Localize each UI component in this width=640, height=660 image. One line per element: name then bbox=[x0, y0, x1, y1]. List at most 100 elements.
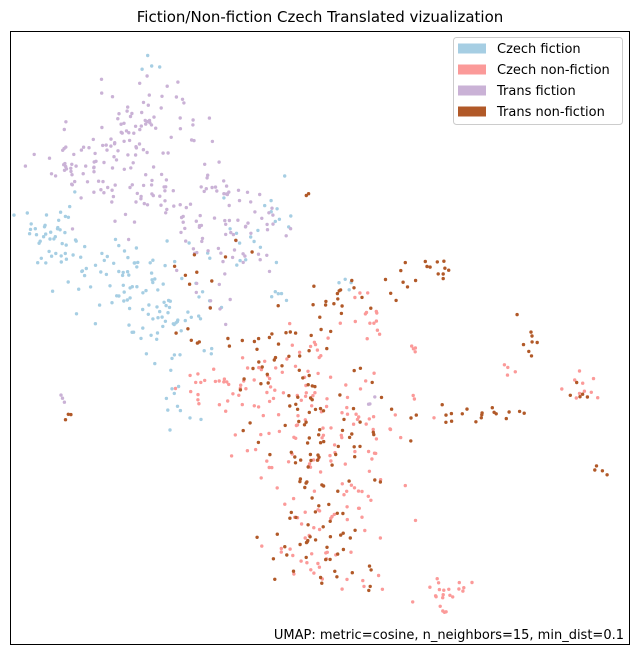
data-point bbox=[317, 433, 321, 437]
data-point bbox=[443, 266, 447, 270]
data-point bbox=[130, 330, 134, 334]
data-point bbox=[142, 201, 146, 206]
data-point bbox=[149, 183, 154, 187]
data-point bbox=[409, 416, 413, 420]
data-point bbox=[336, 297, 340, 301]
data-point bbox=[110, 188, 114, 192]
data-point bbox=[241, 428, 245, 433]
data-point bbox=[188, 416, 192, 420]
data-point bbox=[100, 251, 104, 256]
data-point bbox=[162, 300, 166, 304]
data-point bbox=[223, 272, 227, 276]
data-point bbox=[372, 321, 376, 325]
data-point bbox=[41, 235, 46, 239]
data-point bbox=[54, 251, 58, 256]
data-point bbox=[153, 277, 157, 281]
data-point bbox=[106, 185, 110, 190]
data-point bbox=[122, 139, 126, 143]
data-point bbox=[137, 142, 142, 146]
data-point bbox=[492, 410, 496, 414]
data-point bbox=[317, 504, 321, 508]
data-point bbox=[23, 164, 28, 168]
data-point bbox=[104, 272, 109, 277]
data-point bbox=[305, 561, 309, 565]
data-point bbox=[362, 584, 366, 589]
data-point bbox=[319, 327, 323, 332]
data-point bbox=[504, 416, 508, 421]
data-point bbox=[240, 356, 245, 360]
data-point bbox=[121, 270, 125, 275]
data-point bbox=[134, 200, 138, 204]
data-point bbox=[99, 188, 103, 192]
data-point bbox=[369, 568, 373, 572]
data-point bbox=[568, 393, 572, 397]
data-point bbox=[113, 237, 118, 242]
data-point bbox=[68, 204, 72, 209]
data-point bbox=[144, 352, 149, 356]
data-point bbox=[147, 118, 152, 123]
data-point bbox=[226, 336, 230, 341]
data-point bbox=[352, 486, 357, 490]
data-point bbox=[279, 291, 284, 296]
data-point bbox=[457, 587, 461, 591]
data-point bbox=[145, 74, 149, 78]
data-point bbox=[232, 248, 237, 252]
data-point bbox=[94, 159, 98, 163]
data-point bbox=[69, 412, 73, 417]
data-point bbox=[308, 535, 312, 539]
data-point bbox=[345, 395, 350, 400]
data-point bbox=[64, 243, 68, 247]
data-point bbox=[353, 295, 357, 300]
data-point bbox=[600, 469, 605, 473]
data-point bbox=[92, 166, 96, 170]
data-point bbox=[64, 167, 69, 171]
data-point bbox=[368, 321, 372, 325]
data-point bbox=[151, 165, 156, 169]
data-point bbox=[354, 412, 358, 416]
data-point bbox=[444, 413, 448, 417]
data-point bbox=[246, 221, 250, 225]
data-point bbox=[298, 479, 302, 484]
legend-swatch bbox=[458, 43, 486, 54]
data-point bbox=[373, 395, 377, 399]
data-point bbox=[113, 141, 117, 145]
data-point bbox=[594, 464, 599, 468]
data-point bbox=[173, 259, 177, 264]
data-point bbox=[102, 258, 107, 263]
data-point bbox=[293, 331, 298, 335]
data-point bbox=[296, 395, 300, 399]
data-point bbox=[139, 194, 143, 199]
data-point bbox=[245, 366, 250, 370]
data-point bbox=[64, 120, 68, 124]
data-point bbox=[164, 303, 168, 308]
data-point bbox=[268, 385, 273, 389]
data-point bbox=[239, 383, 243, 387]
data-point bbox=[229, 454, 234, 458]
data-point bbox=[332, 302, 336, 306]
data-point bbox=[222, 179, 226, 183]
data-point bbox=[574, 396, 578, 400]
data-point bbox=[111, 194, 116, 199]
data-point bbox=[271, 222, 275, 226]
data-point bbox=[205, 176, 209, 180]
data-point bbox=[288, 404, 292, 408]
data-point bbox=[70, 173, 74, 177]
data-point bbox=[299, 559, 303, 563]
data-point bbox=[82, 273, 87, 278]
data-point bbox=[127, 131, 131, 135]
data-point bbox=[27, 232, 32, 236]
data-point bbox=[436, 581, 441, 585]
data-point bbox=[316, 561, 320, 566]
data-point bbox=[241, 260, 245, 265]
data-point bbox=[133, 153, 138, 157]
data-point bbox=[238, 388, 243, 392]
data-point bbox=[165, 239, 169, 243]
data-point bbox=[172, 264, 177, 268]
data-point bbox=[194, 219, 198, 223]
data-point bbox=[172, 353, 177, 357]
data-point bbox=[410, 344, 414, 348]
data-point bbox=[457, 580, 461, 585]
data-point bbox=[172, 391, 176, 396]
data-point bbox=[521, 342, 526, 347]
data-point bbox=[441, 593, 445, 597]
